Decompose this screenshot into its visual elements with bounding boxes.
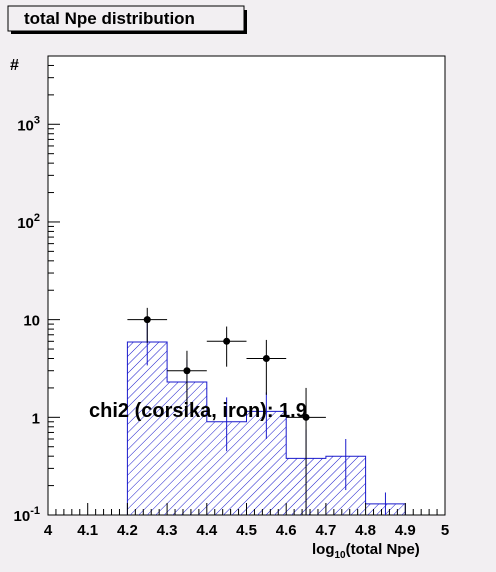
data-point-0 (143, 316, 151, 324)
y-tick-label-base-0: 10 (14, 508, 31, 525)
x-tick-label-3: 4.3 (157, 522, 178, 539)
x-tick-label-2: 4.2 (117, 522, 138, 539)
data-points-layer (127, 307, 326, 515)
x-axis-label-subscript: 10 (335, 550, 347, 561)
y-tick-label-exp-0: -1 (30, 505, 40, 517)
axis-layer: 4 4.1 4.2 4.3 4.4 4.5 4.6 4.7 4.8 4.9 510-11101021… (14, 55, 449, 539)
histogram-bar-fill-0 (127, 342, 168, 515)
y-tick-label-0: 10-1 (14, 505, 40, 525)
y-tick-label-base-2: 10 (23, 313, 40, 330)
x-tick-label-5: 4.5 (236, 522, 257, 539)
y-axis-label: # (10, 57, 19, 74)
chart-title: total Npe distribution (24, 9, 195, 28)
x-tick-label-6: 4.6 (276, 522, 297, 539)
y-tick-label-1: 1 (32, 410, 40, 427)
data-point-1 (183, 367, 191, 375)
x-axis-label: log10(total Npe) (312, 541, 420, 561)
data-point-4 (302, 413, 310, 421)
data-point-2 (223, 337, 231, 345)
y-tick-label-base-1: 1 (32, 410, 40, 427)
x-tick-label-7: 4.7 (315, 522, 336, 539)
x-axis-label-rest: (total Npe) (346, 541, 420, 558)
y-tick-label-exp-4: 3 (34, 114, 40, 126)
title-box (7, 5, 245, 32)
x-tick-label-0: 4 (44, 522, 53, 539)
data-point-3 (262, 355, 270, 363)
histogram-layer (126, 321, 406, 515)
y-tick-label-base-4: 10 (17, 117, 34, 134)
chi2-annotation: chi2 (corsika, iron): 1.9 (89, 400, 307, 422)
x-tick-label-4: 4.4 (196, 522, 218, 539)
y-tick-label-exp-3: 2 (34, 212, 40, 224)
x-tick-label-1: 4.1 (77, 522, 98, 539)
x-tick-label-8: 4.8 (355, 522, 376, 539)
y-tick-label-3: 102 (17, 212, 40, 232)
y-tick-label-4: 103 (17, 114, 40, 134)
y-tick-label-2: 10 (23, 313, 40, 330)
x-axis-label-log: log (312, 541, 335, 558)
y-tick-label-base-3: 10 (17, 215, 34, 232)
x-tick-label-9: 4.9 (395, 522, 416, 539)
x-tick-label-10: 5 (441, 522, 449, 539)
